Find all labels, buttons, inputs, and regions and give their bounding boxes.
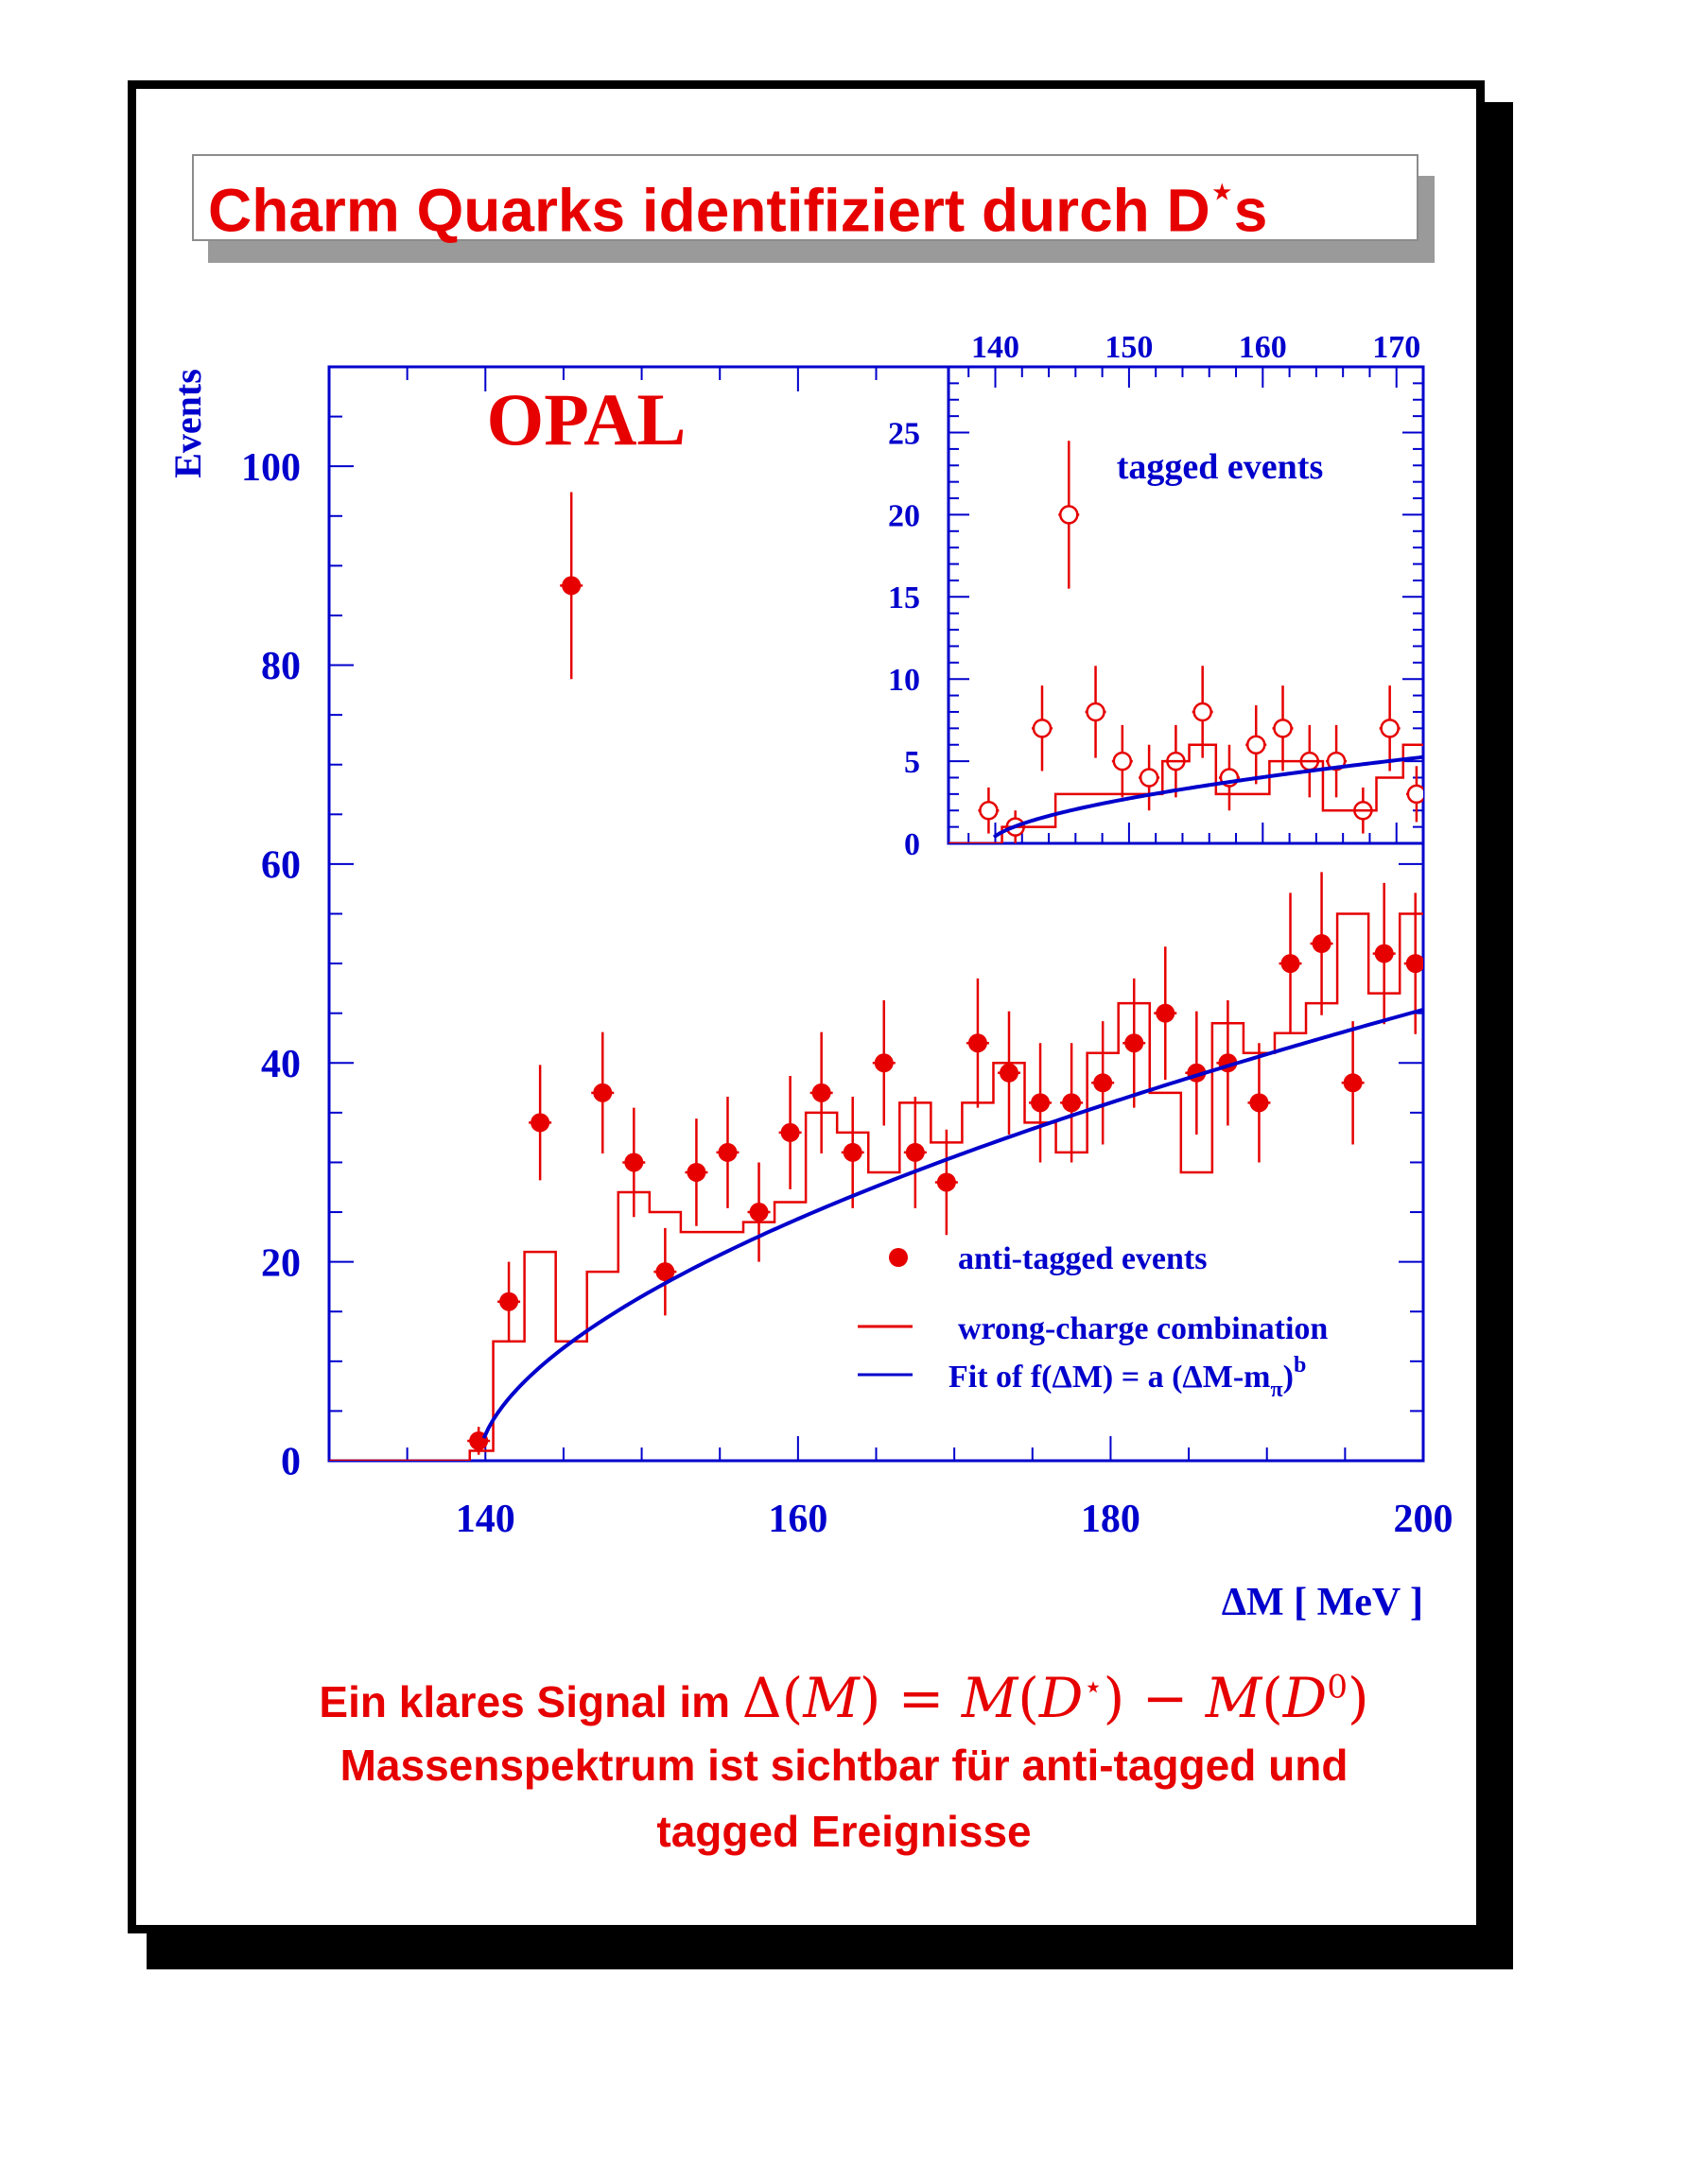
main-data-point (1374, 944, 1394, 963)
legend-label-fit: Fit of f(ΔM) = a (ΔM-mπ)b (948, 1353, 1306, 1402)
main-data-point (967, 1033, 987, 1053)
title-superscript: ⋆ (1209, 171, 1234, 213)
main-data-point (593, 1083, 613, 1102)
main-data-point (1280, 954, 1300, 974)
main-y-tick-label: 40 (261, 1043, 301, 1086)
inset-y-tick-label: 10 (888, 663, 920, 698)
legend-label-histogram: wrong-charge combination (958, 1311, 1328, 1346)
main-data-point (531, 1113, 550, 1133)
inset-fit-curve (992, 754, 1423, 840)
caption-line-1: Ein klares Signal im Δ(M) = M(D⋆) − M(D0… (0, 1666, 1688, 1730)
legend-label-points: anti-tagged events (958, 1241, 1207, 1276)
main-data-point (936, 1172, 956, 1192)
main-y-tick-label: 100 (241, 446, 301, 490)
caption-formula: Δ(M) = M(D⋆) − M(D0) (741, 1666, 1369, 1730)
main-data-point (843, 1142, 862, 1162)
inset-data-point (1406, 784, 1423, 805)
main-data-point (1062, 1093, 1082, 1113)
main-data-point (655, 1262, 675, 1282)
main-data-point (1031, 1093, 1051, 1113)
main-data-point (1156, 1003, 1175, 1023)
caption-line-3: tagged Ereignisse (656, 1807, 1032, 1856)
inset-data-point (1273, 719, 1293, 738)
main-y-tick-label: 0 (281, 1441, 301, 1484)
caption-line-2: Massenspektrum ist sichtbar für anti-tag… (339, 1741, 1349, 1790)
inset-data-point (1086, 702, 1105, 722)
main-data-point (1124, 1033, 1144, 1053)
slide-title: Charm Quarks identifiziert durch D⋆s (192, 154, 1418, 245)
main-data-point (1405, 954, 1423, 974)
inset-x-tick-label: 150 (1105, 330, 1153, 365)
main-y-tick-label: 60 (261, 844, 301, 888)
legend-fit-superscript: b (1294, 1353, 1306, 1378)
main-x-tick-label: 180 (1081, 1498, 1140, 1541)
main-data-point (499, 1291, 519, 1311)
inset-plot: 140 150 160 170 0 5 10 15 20 25 tagged events (888, 330, 1425, 862)
inset-y-tick-label: 5 (904, 745, 920, 780)
main-data-point (1312, 934, 1331, 954)
inset-y-tick-label: 0 (904, 827, 920, 862)
main-data-point (624, 1153, 644, 1172)
main-data-point (999, 1063, 1018, 1083)
inset-data-point (1112, 751, 1133, 771)
legend-fit-subscript: π (1270, 1378, 1282, 1402)
main-data-point (1249, 1093, 1269, 1113)
legend-fit-text-b: ) (1283, 1360, 1294, 1395)
inset-x-tick-label: 160 (1239, 330, 1287, 365)
y-axis-label: Events (166, 369, 209, 478)
main-data-point (718, 1142, 738, 1162)
main-data-group (329, 492, 1423, 1461)
caption-line-1-text: Ein klares Signal im (319, 1677, 731, 1726)
legend-fit-text-a: Fit of f(ΔM) = a (ΔM-m (948, 1360, 1270, 1395)
main-fit-curve (481, 1007, 1423, 1439)
main-x-tick-label: 140 (456, 1498, 515, 1541)
inset-data-point (1380, 719, 1400, 738)
inset-data-point (1139, 768, 1159, 788)
main-data-point (749, 1203, 769, 1222)
inset-x-tick-label: 170 (1372, 330, 1420, 365)
title-text: Charm Quarks identifiziert durch D (208, 176, 1210, 245)
inset-y-tick-label: 20 (888, 498, 920, 533)
main-x-tick-label: 160 (768, 1498, 827, 1541)
main-data-point (811, 1083, 831, 1102)
inset-frame (947, 365, 1425, 845)
main-data-point (562, 576, 582, 596)
inset-x-tick-label: 140 (971, 330, 1019, 365)
inset-data-point (1192, 702, 1212, 722)
main-data-point (1343, 1073, 1363, 1093)
main-data-point (905, 1142, 925, 1162)
main-data-point (780, 1122, 800, 1142)
inset-title: tagged events (1117, 447, 1323, 487)
main-histogram-line (329, 912, 1423, 1461)
main-data-point (874, 1053, 894, 1073)
inset-y-tick-label: 15 (888, 581, 920, 615)
inset-data-point (1245, 735, 1266, 754)
main-data-point (1093, 1073, 1113, 1093)
legend: anti-tagged events wrong-charge combinati… (858, 1241, 1328, 1402)
main-y-tick-label: 20 (261, 1241, 301, 1285)
inset-data-point (1059, 505, 1079, 525)
legend-marker-points (889, 1248, 908, 1267)
title-suffix: s (1233, 176, 1268, 245)
inset-data-group (948, 441, 1423, 843)
inset-data-point (979, 800, 999, 821)
inset-data-point (1032, 719, 1053, 738)
x-axis-label: ΔM [ MeV ] (1222, 1581, 1423, 1624)
inset-y-tick-label: 25 (888, 416, 920, 451)
main-data-point (687, 1162, 706, 1182)
main-x-tick-label: 200 (1394, 1498, 1453, 1541)
main-y-tick-label: 80 (261, 645, 301, 688)
main-title-opal: OPAL (487, 378, 687, 460)
